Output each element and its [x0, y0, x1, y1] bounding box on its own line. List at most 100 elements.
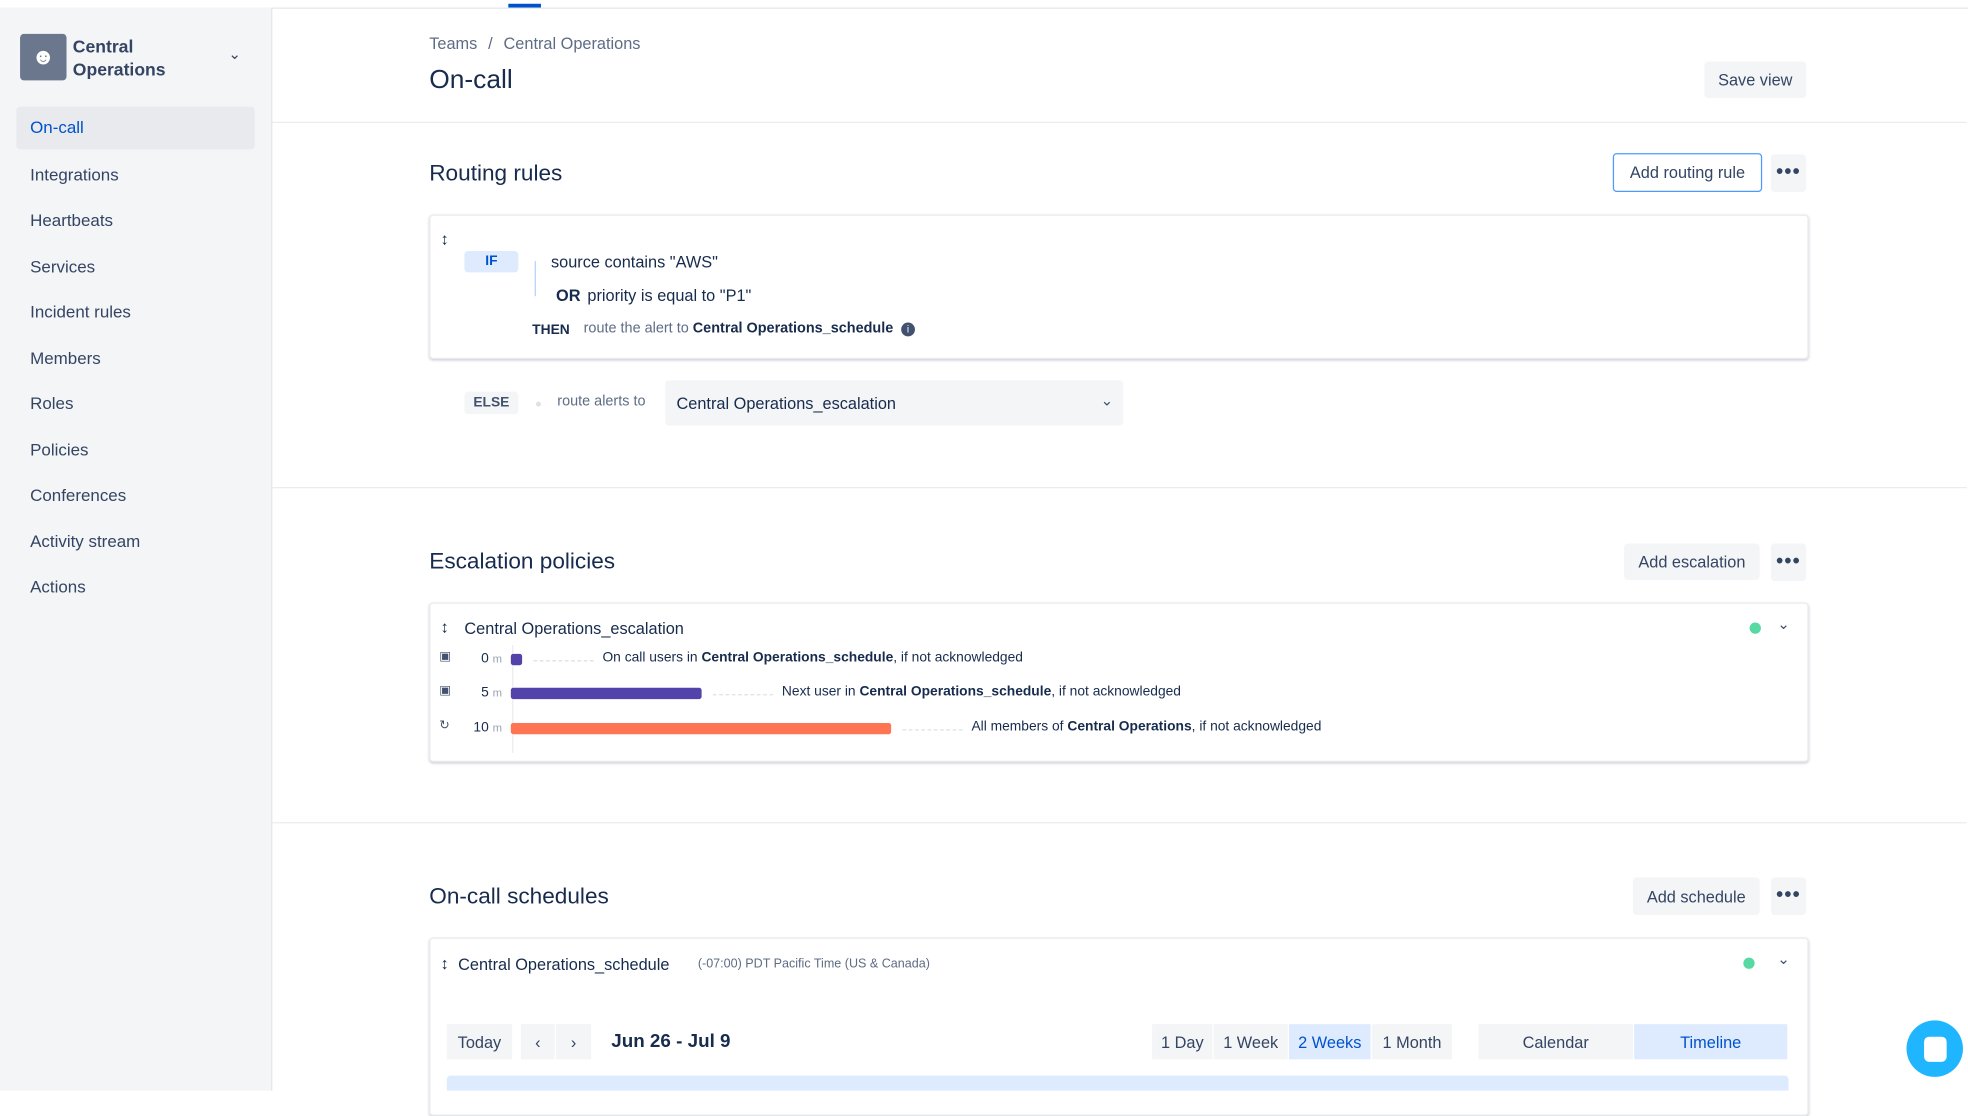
step-connector: [533, 660, 594, 662]
sidebar-item-conferences[interactable]: Conferences: [30, 485, 127, 505]
chevron-down-icon[interactable]: ⌄: [1777, 614, 1790, 633]
step-description: Next user in Central Operations_schedule…: [782, 684, 1181, 699]
step-pre: All members of: [971, 719, 1064, 735]
step-pre: Next user in: [781, 684, 856, 700]
top-bar: [0, 0, 1968, 9]
sidebar-item-services[interactable]: Services: [30, 257, 96, 277]
routing-more-button[interactable]: •••: [1770, 154, 1807, 193]
chat-launcher-button[interactable]: [1906, 1020, 1963, 1077]
else-badge: ELSE: [464, 391, 519, 415]
then-label: THEN: [532, 322, 570, 338]
escalation-more-button[interactable]: •••: [1770, 543, 1807, 582]
step-delay: 0 m: [464, 651, 502, 666]
sidebar-item-integrations[interactable]: Integrations: [30, 165, 119, 185]
step-target[interactable]: Central Operations_schedule: [701, 650, 894, 666]
step-delay-bar: [510, 722, 892, 735]
timeline-axis: [512, 645, 514, 754]
divider: [272, 822, 1967, 824]
today-button[interactable]: Today: [446, 1024, 513, 1060]
step-target[interactable]: Central Operations_schedule: [859, 684, 1052, 700]
step-target[interactable]: Central Operations: [1067, 719, 1192, 735]
step-delay: 5 m: [464, 685, 502, 700]
step-delay-unit: m: [492, 686, 503, 700]
step-delay-value: 10: [473, 720, 489, 736]
team-switcher[interactable]: Central Operations: [72, 36, 166, 80]
step-post: , if not acknowledged: [1051, 684, 1181, 700]
sidebar-item-roles[interactable]: Roles: [30, 394, 74, 413]
team-icon: ↻: [439, 719, 450, 733]
range-2-weeks[interactable]: 2 Weeks: [1288, 1024, 1371, 1060]
sidebar-item-heartbeats[interactable]: Heartbeats: [30, 210, 114, 230]
step-delay: 10 m: [464, 720, 502, 735]
schedule-timezone: (-07:00) PDT Pacific Time (US & Canada): [697, 957, 930, 972]
active-tab-indicator: [508, 3, 541, 8]
breadcrumb-separator: /: [488, 33, 493, 53]
then-text: route the alert to: [583, 321, 689, 337]
view-calendar[interactable]: Calendar: [1478, 1024, 1633, 1060]
sidebar: ☻ Central Operations ⌄ On-call Integrati…: [0, 7, 273, 1091]
step-description: All members of Central Operations, if no…: [971, 719, 1321, 734]
drag-handle-icon[interactable]: ↕: [440, 953, 449, 973]
drag-handle-icon[interactable]: ↕: [440, 229, 449, 249]
else-selected-value: Central Operations_escalation: [676, 394, 897, 413]
add-routing-rule-button[interactable]: Add routing rule: [1612, 153, 1763, 193]
step-delay-bar: [510, 687, 702, 700]
else-escalation-select[interactable]: Central Operations_escalation ⌄: [665, 380, 1124, 426]
view-timeline[interactable]: Timeline: [1634, 1024, 1788, 1060]
routing-rule-card[interactable]: [429, 214, 1809, 359]
next-button[interactable]: ›: [556, 1024, 592, 1060]
step-connector: [712, 694, 774, 696]
page-title: On-call: [429, 65, 513, 95]
info-icon[interactable]: i: [901, 322, 915, 337]
policy-name[interactable]: Central Operations_escalation: [464, 618, 684, 638]
divider: [272, 486, 1967, 489]
range-1-week[interactable]: 1 Week: [1213, 1024, 1288, 1060]
routing-rules-title: Routing rules: [429, 160, 563, 186]
sidebar-item-on-call[interactable]: On-call: [16, 106, 255, 150]
then-target[interactable]: Central Operations_schedule: [692, 321, 894, 337]
drag-handle-icon[interactable]: ↕: [440, 617, 449, 637]
add-escalation-button[interactable]: Add escalation: [1624, 543, 1760, 580]
save-view-button[interactable]: Save view: [1704, 61, 1807, 98]
then-action: route the alert to Central Operations_sc…: [583, 321, 915, 337]
status-dot: [1743, 957, 1755, 969]
chevron-down-icon: ⌄: [1100, 391, 1114, 410]
sidebar-item-policies[interactable]: Policies: [30, 440, 89, 460]
connector-dot: [535, 401, 541, 407]
step-delay-unit: m: [492, 721, 503, 735]
schedules-more-button[interactable]: •••: [1770, 877, 1807, 915]
sidebar-item-incident-rules[interactable]: Incident rules: [30, 302, 131, 322]
schedule-icon: ▣: [439, 684, 452, 698]
status-dot: [1749, 622, 1761, 634]
add-schedule-button[interactable]: Add schedule: [1632, 877, 1760, 915]
chevron-left-icon: ‹: [535, 1032, 541, 1052]
previous-button[interactable]: ‹: [520, 1024, 555, 1060]
people-icon[interactable]: ☻: [20, 33, 67, 81]
schedule-icon: ▣: [439, 650, 452, 664]
breadcrumb-team[interactable]: Central Operations: [503, 33, 641, 53]
escalation-card: [429, 602, 1809, 762]
condition-connector: [534, 261, 536, 297]
step-delay-value: 5: [481, 685, 489, 701]
chevron-down-icon[interactable]: ⌄: [1777, 950, 1790, 968]
schedules-title: On-call schedules: [429, 883, 609, 909]
step-pre: On call users in: [602, 650, 698, 666]
divider: [272, 121, 1967, 123]
sidebar-item-members[interactable]: Members: [30, 348, 101, 368]
schedule-name[interactable]: Central Operations_schedule: [458, 955, 670, 974]
range-1-day[interactable]: 1 Day: [1152, 1024, 1213, 1060]
step-delay-unit: m: [492, 652, 503, 666]
step-delay-value: 0: [481, 651, 489, 667]
sidebar-item-actions[interactable]: Actions: [30, 577, 86, 597]
else-text: route alerts to: [557, 394, 646, 410]
date-range: Jun 26 - Jul 9: [611, 1030, 731, 1052]
escalation-title: Escalation policies: [429, 548, 616, 574]
breadcrumb-teams[interactable]: Teams: [429, 33, 478, 53]
range-1-month[interactable]: 1 Month: [1371, 1024, 1453, 1060]
sidebar-item-activity-stream[interactable]: Activity stream: [30, 532, 141, 551]
timeline-header: [446, 1075, 1789, 1091]
step-connector: [902, 729, 963, 731]
chevron-right-icon: ›: [570, 1032, 577, 1052]
chevron-down-icon[interactable]: ⌄: [228, 45, 242, 63]
breadcrumb: Teams / Central Operations: [429, 34, 640, 53]
